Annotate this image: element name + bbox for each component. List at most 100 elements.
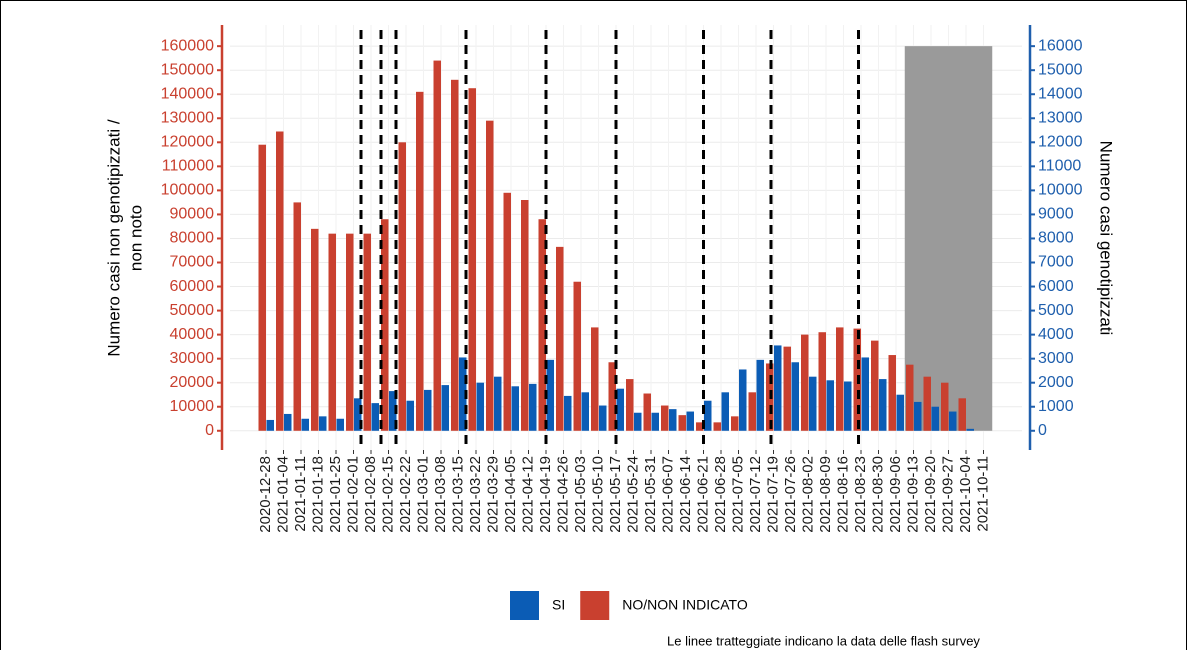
x-tick-label: 2021-04-26 bbox=[554, 456, 571, 533]
bar bbox=[363, 233, 371, 431]
x-tick-label: 2021-04-05 bbox=[502, 456, 519, 533]
bar bbox=[346, 233, 354, 431]
x-tick-label: 2021-08-23 bbox=[852, 456, 869, 533]
x-tick-label: 2021-07-19 bbox=[764, 456, 781, 533]
y2-tick-label: 9000 bbox=[1038, 206, 1074, 223]
bar bbox=[416, 91, 424, 431]
bar bbox=[468, 88, 476, 431]
bar bbox=[966, 428, 974, 431]
y-tick-label: 140000 bbox=[161, 85, 214, 102]
bar bbox=[494, 376, 502, 431]
bar bbox=[678, 415, 686, 431]
x-tick-label: 2021-01-25 bbox=[327, 456, 344, 533]
x-tick-label: 2021-10-11 bbox=[974, 456, 991, 532]
legend-swatch bbox=[510, 591, 539, 620]
bar bbox=[389, 391, 397, 431]
y-tick-label: 40000 bbox=[170, 326, 215, 343]
bar bbox=[564, 395, 572, 431]
y2-tick-label: 4000 bbox=[1038, 326, 1074, 343]
y2-tick-label: 7000 bbox=[1038, 254, 1074, 271]
x-tick-label: 2021-02-01 bbox=[344, 456, 361, 533]
bar bbox=[809, 376, 817, 431]
bar bbox=[371, 403, 379, 431]
x-tick-label: 2021-10-04 bbox=[957, 456, 974, 533]
y2-tick-label: 1000 bbox=[1038, 398, 1074, 415]
bar bbox=[896, 394, 904, 431]
bar bbox=[879, 379, 887, 431]
bar bbox=[696, 422, 704, 431]
x-tick-label: 2021-08-02 bbox=[799, 456, 816, 533]
bar bbox=[459, 357, 467, 431]
bar bbox=[801, 334, 809, 431]
y-tick-label: 90000 bbox=[170, 206, 215, 223]
x-tick-label: 2021-07-05 bbox=[729, 456, 746, 533]
bar bbox=[336, 418, 344, 431]
x-tick-label: 2021-09-06 bbox=[887, 456, 904, 533]
bar bbox=[826, 380, 834, 431]
bar bbox=[276, 131, 284, 431]
bar bbox=[486, 120, 494, 431]
x-tick-label: 2021-03-08 bbox=[432, 456, 449, 533]
x-tick-label: 2021-08-30 bbox=[869, 456, 886, 533]
bar bbox=[354, 398, 362, 431]
x-tick-label: 2021-06-07 bbox=[659, 456, 676, 533]
y2-tick-label: 15000 bbox=[1038, 61, 1083, 78]
bar bbox=[381, 219, 389, 431]
bar bbox=[616, 388, 624, 431]
note: Le linee tratteggiate indicano la data d… bbox=[667, 633, 980, 648]
bar bbox=[521, 200, 529, 431]
x-tick-label: 2021-01-11 bbox=[292, 456, 309, 532]
x-tick-label: 2021-05-17 bbox=[607, 456, 624, 533]
bar bbox=[756, 359, 764, 431]
bar bbox=[774, 345, 782, 431]
y-tick-label: 10000 bbox=[170, 398, 215, 415]
bar bbox=[861, 357, 869, 431]
y-tick-label: 100000 bbox=[161, 182, 214, 199]
bar bbox=[319, 416, 327, 431]
bar bbox=[503, 192, 511, 431]
x-tick-label: 2021-06-21 bbox=[694, 456, 711, 533]
legend-label: NO/NON INDICATO bbox=[622, 597, 748, 613]
y2-axis-title: Numero casi genotipizzati bbox=[1097, 141, 1116, 336]
x-tick-label: 2021-01-18 bbox=[309, 456, 326, 533]
bar bbox=[581, 392, 589, 431]
x-tick-label: 2021-06-14 bbox=[677, 456, 694, 533]
bar bbox=[731, 416, 739, 431]
y2-tick-label: 10000 bbox=[1038, 182, 1083, 199]
x-tick-label: 2021-07-12 bbox=[747, 456, 764, 533]
y-tick-label: 0 bbox=[205, 422, 214, 439]
x-tick-label: 2021-08-16 bbox=[834, 456, 851, 533]
bar bbox=[573, 281, 581, 431]
bar bbox=[538, 219, 546, 431]
bar bbox=[704, 400, 712, 431]
y-tick-label: 20000 bbox=[170, 374, 215, 391]
bar bbox=[686, 411, 694, 431]
x-tick-label: 2021-05-31 bbox=[642, 456, 659, 533]
bar bbox=[301, 418, 309, 431]
bar bbox=[836, 327, 844, 431]
x-tick-label: 2021-09-20 bbox=[922, 456, 939, 533]
bar bbox=[721, 392, 729, 431]
bar bbox=[556, 246, 564, 431]
x-tick-label: 2021-08-09 bbox=[817, 456, 834, 533]
y2-tick-label: 8000 bbox=[1038, 230, 1074, 247]
x-tick-label: 2021-05-03 bbox=[572, 456, 589, 533]
bar bbox=[398, 142, 406, 431]
y-tick-label: 30000 bbox=[170, 350, 215, 367]
bar bbox=[651, 412, 659, 431]
y2-tick-label: 0 bbox=[1038, 422, 1047, 439]
bar bbox=[441, 385, 449, 431]
bar bbox=[748, 392, 756, 431]
y-tick-label: 120000 bbox=[161, 134, 214, 151]
y-tick-label: 80000 bbox=[170, 230, 215, 247]
y-tick-label: 50000 bbox=[170, 302, 215, 319]
x-tick-label: 2021-02-15 bbox=[379, 456, 396, 533]
x-tick-label: 2021-03-01 bbox=[414, 456, 431, 533]
legend-label: SI bbox=[552, 597, 565, 613]
bar bbox=[643, 393, 651, 431]
x-tick-label: 2021-04-12 bbox=[519, 456, 536, 533]
x-tick-label: 2021-03-15 bbox=[449, 456, 466, 533]
bar bbox=[634, 412, 642, 431]
bar bbox=[791, 362, 799, 431]
